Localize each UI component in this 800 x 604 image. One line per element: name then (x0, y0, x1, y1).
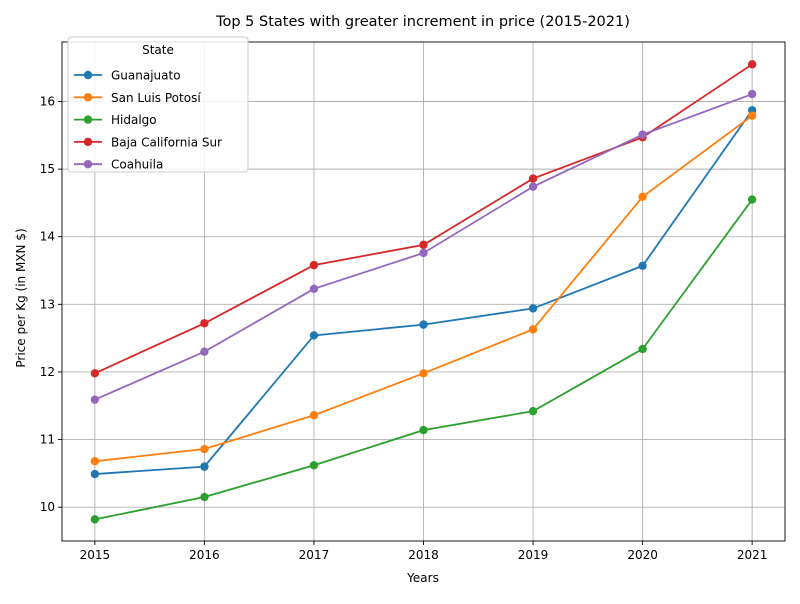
y-axis-ticks: 10 11 12 13 14 15 16 (40, 95, 62, 514)
data-point (309, 331, 319, 340)
y-tick-label: 14 (40, 230, 55, 244)
legend-box (67, 36, 249, 173)
data-point (200, 492, 209, 502)
legend-label: Hidalgo (111, 113, 157, 127)
legend-label: Guanajuato (111, 69, 181, 83)
legend-marker (83, 70, 93, 80)
data-point (528, 304, 538, 313)
data-point (419, 425, 428, 435)
legend-item: Hidalgo (74, 113, 157, 127)
legend-item: San Luis Potosí (74, 91, 201, 105)
data-point (309, 284, 319, 293)
x-tick-label: 2017 (299, 548, 330, 562)
x-tick-label: 2018 (408, 548, 439, 562)
legend-marker (83, 93, 93, 102)
data-point (309, 411, 319, 420)
legend-marker (83, 160, 93, 169)
series-coahuila (90, 89, 757, 404)
data-point (528, 406, 538, 416)
data-point (90, 395, 100, 404)
y-tick-label: 13 (40, 297, 55, 311)
x-axis-ticks: 2015 2016 2017 2018 2019 2020 2021 (80, 541, 768, 562)
legend: State Guanajuato San Luis Potosí Hidalgo Baj… (67, 36, 249, 173)
data-point (200, 444, 209, 454)
data-point (419, 240, 428, 250)
legend-marker (83, 137, 93, 147)
data-point (309, 260, 319, 270)
data-point (638, 192, 647, 202)
legend-label: San Luis Potosí (111, 91, 201, 105)
legend-item: Coahuila (74, 158, 163, 172)
data-point (528, 174, 538, 183)
x-tick-label: 2016 (189, 548, 220, 562)
y-tick-label: 11 (40, 433, 55, 447)
data-point (638, 344, 647, 354)
y-tick-label: 12 (40, 365, 55, 379)
legend-item: Baja California Sur (74, 135, 222, 149)
data-point (638, 261, 647, 271)
data-point (638, 130, 647, 139)
data-point (747, 195, 757, 204)
data-point (309, 461, 319, 470)
data-point (90, 469, 100, 479)
legend-item: Guanajuato (74, 69, 181, 83)
data-point (90, 369, 100, 378)
grid-lines (62, 42, 785, 541)
data-point (90, 515, 100, 524)
legend-title: State (142, 43, 174, 57)
data-point (419, 248, 428, 258)
legend-marker (83, 115, 93, 124)
data-point (419, 369, 428, 378)
data-point (200, 319, 209, 328)
x-axis-label: Years (406, 571, 439, 585)
x-tick-label: 2015 (80, 548, 111, 562)
x-tick-label: 2021 (737, 548, 768, 562)
data-point (747, 111, 757, 120)
y-tick-label: 16 (40, 95, 55, 109)
series-san-luis-potosi (90, 111, 757, 466)
x-tick-label: 2020 (627, 548, 658, 562)
data-point (747, 89, 757, 99)
data-point (200, 347, 209, 356)
series-layer (90, 60, 757, 524)
x-tick-label: 2019 (518, 548, 549, 562)
data-point (528, 182, 538, 191)
data-point (528, 325, 538, 334)
chart-title: Top 5 States with greater increment in p… (215, 14, 630, 30)
y-tick-label: 15 (40, 162, 55, 176)
legend-label: Coahuila (111, 158, 163, 172)
series-hidalgo (90, 195, 757, 524)
y-tick-label: 10 (40, 500, 55, 514)
data-point (419, 320, 428, 329)
data-point (747, 60, 757, 69)
y-axis-label: Price per Kg (in MXN $) (14, 228, 28, 367)
data-point (90, 457, 100, 466)
data-point (200, 462, 209, 471)
legend-label: Baja California Sur (111, 135, 222, 149)
